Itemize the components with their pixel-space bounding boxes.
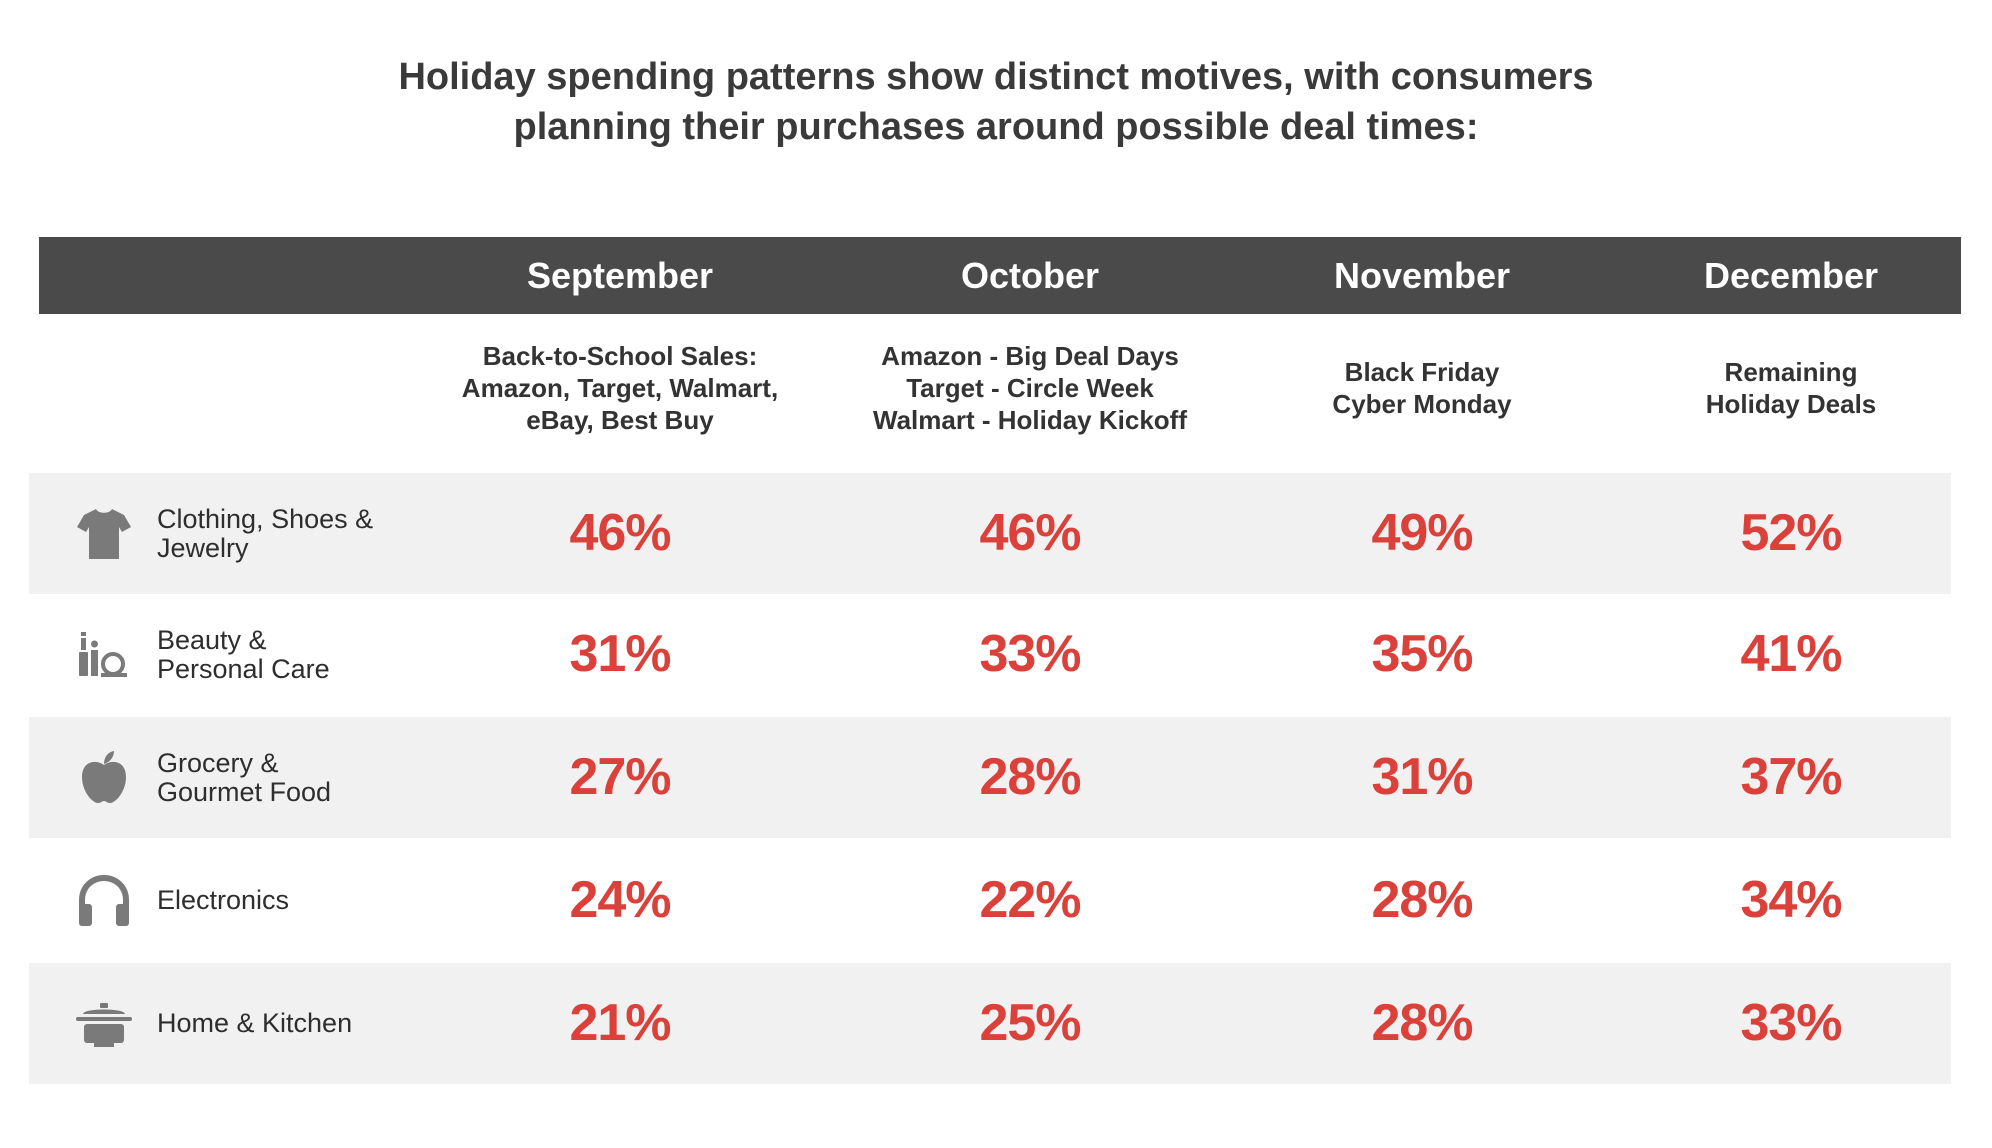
chart-title-line-1: Holiday spending patterns show distinct … xyxy=(398,56,1594,98)
category-label-beauty: Beauty & Personal Care xyxy=(157,594,330,715)
value-home-kitchen-september: 21% xyxy=(569,994,671,1052)
deal-events-december: Remaining Holiday Deals xyxy=(1706,356,1877,420)
category-label-line: Home & Kitchen xyxy=(157,1008,353,1038)
category-label-line: Gourmet Food xyxy=(157,776,332,807)
value-beauty-september: 31% xyxy=(569,625,671,683)
t-shirt-icon xyxy=(74,503,134,563)
table-row-home-kitchen: Home & Kitchen 21% 25% 28% 33% xyxy=(29,963,1951,1084)
chart-title-line-2: planning their purchases around possible… xyxy=(513,106,1479,148)
headphones-icon xyxy=(74,870,134,930)
category-label-line: Jewelry xyxy=(157,532,249,563)
value-electronics-november: 28% xyxy=(1371,871,1473,929)
deal-event-line: Target - Circle Week xyxy=(906,373,1154,403)
value-clothing-december: 52% xyxy=(1740,504,1842,562)
category-label-home-kitchen: Home & Kitchen xyxy=(157,963,352,1084)
value-beauty-october: 33% xyxy=(979,625,1081,683)
table-row-beauty: Beauty & Personal Care 31% 33% 35% 41% xyxy=(29,594,1951,715)
deal-events-november: Black Friday Cyber Monday xyxy=(1332,356,1511,420)
month-header-bar: September October November December xyxy=(39,237,1961,314)
table-row-grocery: Grocery & Gourmet Food 27% 28% 31% 37% xyxy=(29,717,1951,838)
value-clothing-october: 46% xyxy=(979,504,1081,562)
deal-event-line: Remaining xyxy=(1724,357,1858,387)
deal-event-line: Cyber Monday xyxy=(1332,389,1512,419)
deal-event-line: Amazon - Big Deal Days xyxy=(881,341,1179,371)
value-beauty-december: 41% xyxy=(1740,625,1842,683)
value-beauty-november: 35% xyxy=(1371,625,1473,683)
month-header-october: October xyxy=(960,255,1100,296)
value-electronics-october: 22% xyxy=(979,871,1081,929)
deal-event-line: Walmart - Holiday Kickoff xyxy=(873,405,1187,435)
value-grocery-november: 31% xyxy=(1371,748,1473,806)
cooking-pot-icon xyxy=(74,993,134,1053)
category-label-grocery: Grocery & Gourmet Food xyxy=(157,717,331,838)
value-home-kitchen-november: 28% xyxy=(1371,994,1473,1052)
value-home-kitchen-october: 25% xyxy=(979,994,1081,1052)
value-electronics-september: 24% xyxy=(569,871,671,929)
month-header-december: December xyxy=(1703,255,1879,296)
value-electronics-december: 34% xyxy=(1740,871,1842,929)
deal-event-line: Back-to-School Sales: xyxy=(482,341,758,371)
value-grocery-december: 37% xyxy=(1740,748,1842,806)
deal-events-september: Back-to-School Sales: Amazon, Target, Wa… xyxy=(462,340,778,436)
category-label-line: Beauty & xyxy=(157,624,267,655)
chart-title: Holiday spending patterns show distinct … xyxy=(0,52,1992,152)
deal-event-line: Amazon, Target, Walmart, xyxy=(461,373,779,403)
deal-event-line: Holiday Deals xyxy=(1705,389,1877,419)
category-label-line: Clothing, Shoes & xyxy=(157,503,374,534)
deal-event-line: Black Friday xyxy=(1344,357,1500,387)
deal-event-line: eBay, Best Buy xyxy=(526,405,714,435)
beauty-products-icon xyxy=(74,624,134,684)
category-label-electronics: Electronics xyxy=(157,840,289,961)
category-label-line: Personal Care xyxy=(157,653,330,684)
category-label-line: Electronics xyxy=(157,885,290,915)
apple-icon xyxy=(74,747,134,807)
value-clothing-september: 46% xyxy=(569,504,671,562)
table-row-clothing: Clothing, Shoes & Jewelry 46% 46% 49% 52… xyxy=(29,473,1951,594)
category-label-line: Grocery & xyxy=(157,747,279,778)
value-grocery-september: 27% xyxy=(569,748,671,806)
category-label-clothing: Clothing, Shoes & Jewelry xyxy=(157,473,373,594)
value-grocery-october: 28% xyxy=(979,748,1081,806)
month-header-november: November xyxy=(1333,255,1511,296)
table-row-electronics: Electronics 24% 22% 28% 34% xyxy=(29,840,1951,961)
month-header-september: September xyxy=(526,255,714,296)
value-clothing-november: 49% xyxy=(1371,504,1473,562)
value-home-kitchen-december: 33% xyxy=(1740,994,1842,1052)
deal-events-october: Amazon - Big Deal Days Target - Circle W… xyxy=(873,340,1187,436)
